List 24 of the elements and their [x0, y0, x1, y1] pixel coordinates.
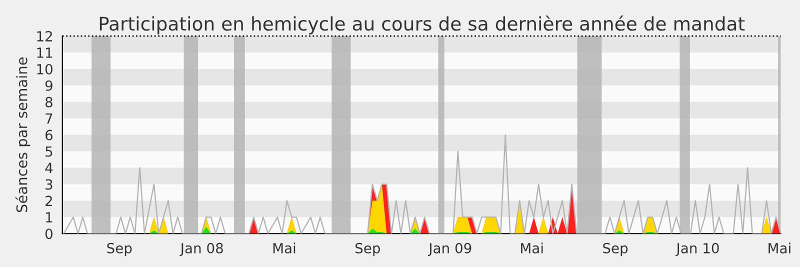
x-tick-label: Sep — [107, 242, 132, 256]
y-tick-label: 8 — [45, 96, 52, 108]
y-tick-label: 12 — [37, 31, 52, 42]
x-tick-label: Sep — [603, 242, 628, 256]
y-tick-label: 9 — [45, 80, 52, 91]
chart-title: Participation en hemicycle au cours de sa dernière année de mandat — [100, 15, 745, 34]
y-tick-label: 0 — [45, 228, 52, 240]
y-axis-title: Séances par semaine — [15, 57, 30, 212]
x-tick-label: Sep — [355, 242, 380, 256]
y-tick-label: 4 — [45, 162, 53, 174]
y-tick-label: 10 — [37, 64, 52, 74]
y-tick-label: 5 — [46, 146, 52, 157]
x-tick-label: Jan 08 — [180, 242, 223, 256]
y-tick-label: 7 — [46, 114, 52, 124]
x-tick-label: Mai — [768, 242, 790, 254]
y-tick-label: 1 — [46, 212, 52, 222]
y-tick-label: 11 — [37, 48, 52, 58]
y-tick-label: 2 — [46, 196, 52, 206]
y-tick-label: 6 — [46, 130, 52, 140]
x-tick-label: Mai — [273, 242, 296, 254]
y-tick-label: 3 — [46, 179, 52, 190]
x-tick-label: Jan 10 — [676, 242, 719, 256]
x-tick-label: Mai — [521, 242, 543, 254]
x-tick-label: Jan 09 — [428, 242, 472, 256]
